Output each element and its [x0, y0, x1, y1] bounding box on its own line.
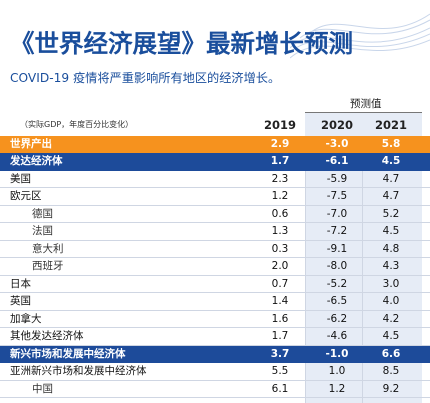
value-2020: -6.5: [326, 295, 348, 308]
value-2020: -5.2: [326, 277, 348, 290]
value-2021: 4.0: [382, 295, 400, 308]
row-name: 新兴市场和发展中经济体: [10, 347, 126, 360]
projection-label: 预测值: [350, 98, 382, 110]
row-name: 加拿大: [10, 312, 42, 325]
table-row: 加拿大 1.6 -6.2 4.2: [0, 311, 430, 329]
page-subtitle: COVID-19 疫情将严重影响所有地区的经济增长。: [10, 71, 281, 85]
table-row: 英国 1.4 -6.5 4.0: [0, 293, 430, 311]
value-2020: -6.1: [325, 155, 349, 168]
value-2021: 4.5: [381, 155, 401, 168]
table-row: 美国 2.3 -5.9 4.7: [0, 171, 430, 189]
row-name: 发达经济体: [10, 155, 63, 168]
table-row: 西班牙 2.0 -8.0 4.3: [0, 258, 430, 276]
value-2021: 4.7: [382, 172, 400, 185]
value-2021: 4.5: [382, 330, 400, 343]
value-2020: -9.1: [326, 242, 348, 255]
year-header-2021: 2021: [374, 118, 407, 132]
value-2021: 5.8: [381, 138, 401, 150]
row-name: 欧元区: [10, 190, 42, 203]
table-row: 意大利 0.3 -9.1 4.8: [0, 241, 430, 259]
row-name: 法国: [32, 225, 53, 238]
value-2021: 4.7: [382, 190, 400, 203]
row-name: 西班牙: [32, 260, 64, 273]
value-2019: 2.3: [271, 172, 289, 185]
value-2021: 4.8: [382, 242, 400, 255]
table-row: 新兴市场和发展中经济体 3.7 -1.0 6.6: [0, 345, 430, 364]
column-divider: [305, 136, 306, 403]
growth-table: 世界产出 2.9 -3.0 5.8 发达经济体 1.7 -6.1 4.5 美国 …: [0, 136, 430, 399]
value-2019: 0.3: [271, 242, 289, 255]
value-2019: 2.0: [271, 260, 289, 273]
value-2020: -7.5: [326, 190, 348, 203]
value-2019: 5.5: [271, 365, 289, 378]
table-row: 法国 1.3 -7.2 4.5: [0, 223, 430, 241]
column-divider: [362, 136, 363, 403]
value-2020: -4.6: [326, 330, 348, 343]
row-name: 其他发达经济体: [10, 330, 84, 343]
value-2021: 9.2: [382, 382, 400, 395]
row-name: 世界产出: [10, 138, 52, 150]
value-2019: 0.7: [271, 277, 289, 290]
value-2020: -3.0: [325, 138, 349, 150]
row-name: 中国: [32, 382, 53, 395]
table-row: 日本 0.7 -5.2 3.0: [0, 276, 430, 294]
table-row: 中国 6.1 1.2 9.2: [0, 381, 430, 399]
value-2020: -1.0: [325, 347, 349, 360]
value-2019: 1.7: [270, 155, 290, 168]
row-name: 德国: [32, 207, 53, 220]
value-2019: 1.4: [271, 295, 289, 308]
value-2021: 5.2: [382, 207, 400, 220]
value-2020: 1.0: [328, 365, 346, 378]
row-name: 日本: [10, 277, 31, 290]
unit-label: （实际GDP，年度百分比变化）: [20, 120, 134, 129]
value-2019: 3.7: [270, 347, 290, 360]
table-row: 发达经济体 1.7 -6.1 4.5: [0, 153, 430, 171]
value-2021: 4.2: [382, 312, 400, 325]
value-2021: 8.5: [382, 365, 400, 378]
value-2019: 1.2: [271, 190, 289, 203]
year-header-2019: 2019: [263, 118, 296, 132]
row-name: 意大利: [32, 242, 64, 255]
year-header-2020: 2020: [320, 118, 353, 132]
value-2019: 1.3: [271, 225, 289, 238]
decorative-wave-lines: [290, 13, 430, 59]
table-header: （实际GDP，年度百分比变化） 2019 2020 2021: [0, 114, 430, 136]
value-2019: 2.9: [270, 138, 290, 150]
value-2020: -8.0: [326, 260, 348, 273]
projection-rule: [305, 112, 422, 113]
value-2020: -6.2: [326, 312, 348, 325]
table-row: 亚洲新兴市场和发展中经济体 5.5 1.0 8.5: [0, 363, 430, 381]
value-2020: -5.9: [326, 172, 348, 185]
value-2021: 4.5: [382, 225, 400, 238]
value-2020: -7.0: [326, 207, 348, 220]
table-row: 世界产出 2.9 -3.0 5.8: [0, 136, 430, 154]
value-2019: 1.6: [271, 312, 289, 325]
row-name: 美国: [10, 172, 31, 185]
row-name: 亚洲新兴市场和发展中经济体: [10, 365, 147, 378]
value-2019: 0.6: [271, 207, 289, 220]
table-row: 其他发达经济体 1.7 -4.6 4.5: [0, 328, 430, 346]
value-2020: 1.2: [328, 382, 346, 395]
row-name: 英国: [10, 295, 31, 308]
table-row: 德国 0.6 -7.0 5.2: [0, 206, 430, 224]
value-2021: 3.0: [382, 277, 400, 290]
value-2019: 6.1: [271, 382, 289, 395]
table-row: 欧元区 1.2 -7.5 4.7: [0, 188, 430, 206]
value-2021: 4.3: [382, 260, 400, 273]
page-title: 《世界经济展望》最新增长预测: [10, 29, 353, 58]
value-2020: -7.2: [326, 225, 348, 238]
value-2019: 1.7: [271, 330, 289, 343]
value-2021: 6.6: [381, 347, 401, 360]
